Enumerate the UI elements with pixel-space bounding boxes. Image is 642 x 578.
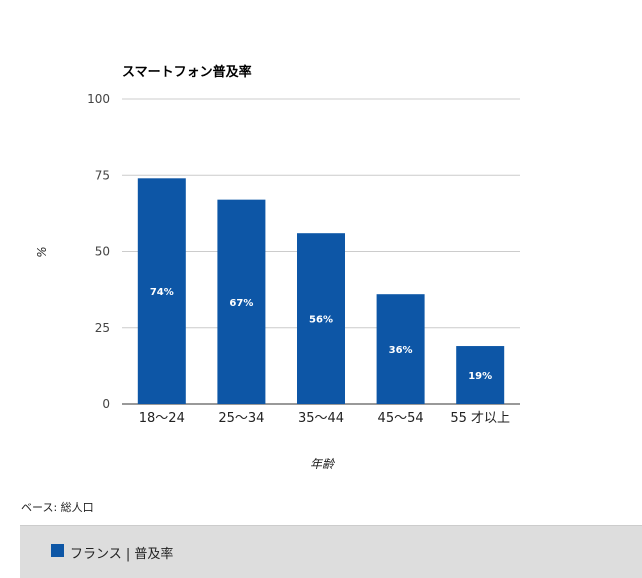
data-label: 19% xyxy=(468,371,492,382)
y-tick-label: 0 xyxy=(102,397,110,411)
data-label: 36% xyxy=(389,345,413,356)
x-category-label: 55 才以上 xyxy=(450,411,510,426)
data-label: 74% xyxy=(150,287,174,298)
x-category-label: 18〜24 xyxy=(139,411,185,426)
x-category-label: 45〜54 xyxy=(378,411,424,426)
legend-swatch xyxy=(51,544,64,557)
y-axis-ticks: 0 25 50 75 100 xyxy=(87,92,110,411)
x-axis-title: 年齢 xyxy=(310,457,336,471)
y-tick-label: 25 xyxy=(95,321,110,335)
x-category-label: 25〜34 xyxy=(218,411,264,426)
x-category-label: 35〜44 xyxy=(298,411,344,426)
legend: フランス | 普及率 xyxy=(20,525,642,578)
legend-label[interactable]: フランス | 普及率 xyxy=(70,543,173,562)
y-tick-label: 50 xyxy=(95,245,110,259)
y-tick-label: 75 xyxy=(95,168,110,182)
y-axis-title: % xyxy=(35,246,49,257)
base-footnote: ベース: 総人口 xyxy=(21,499,94,515)
x-axis-categories: 18〜24 25〜34 35〜44 45〜54 55 才以上 xyxy=(139,411,510,426)
data-label: 67% xyxy=(229,298,253,309)
bars: 74% 67% 56% 36% 19% xyxy=(138,178,504,404)
y-tick-label: 100 xyxy=(87,92,110,106)
data-label: 56% xyxy=(309,315,333,326)
